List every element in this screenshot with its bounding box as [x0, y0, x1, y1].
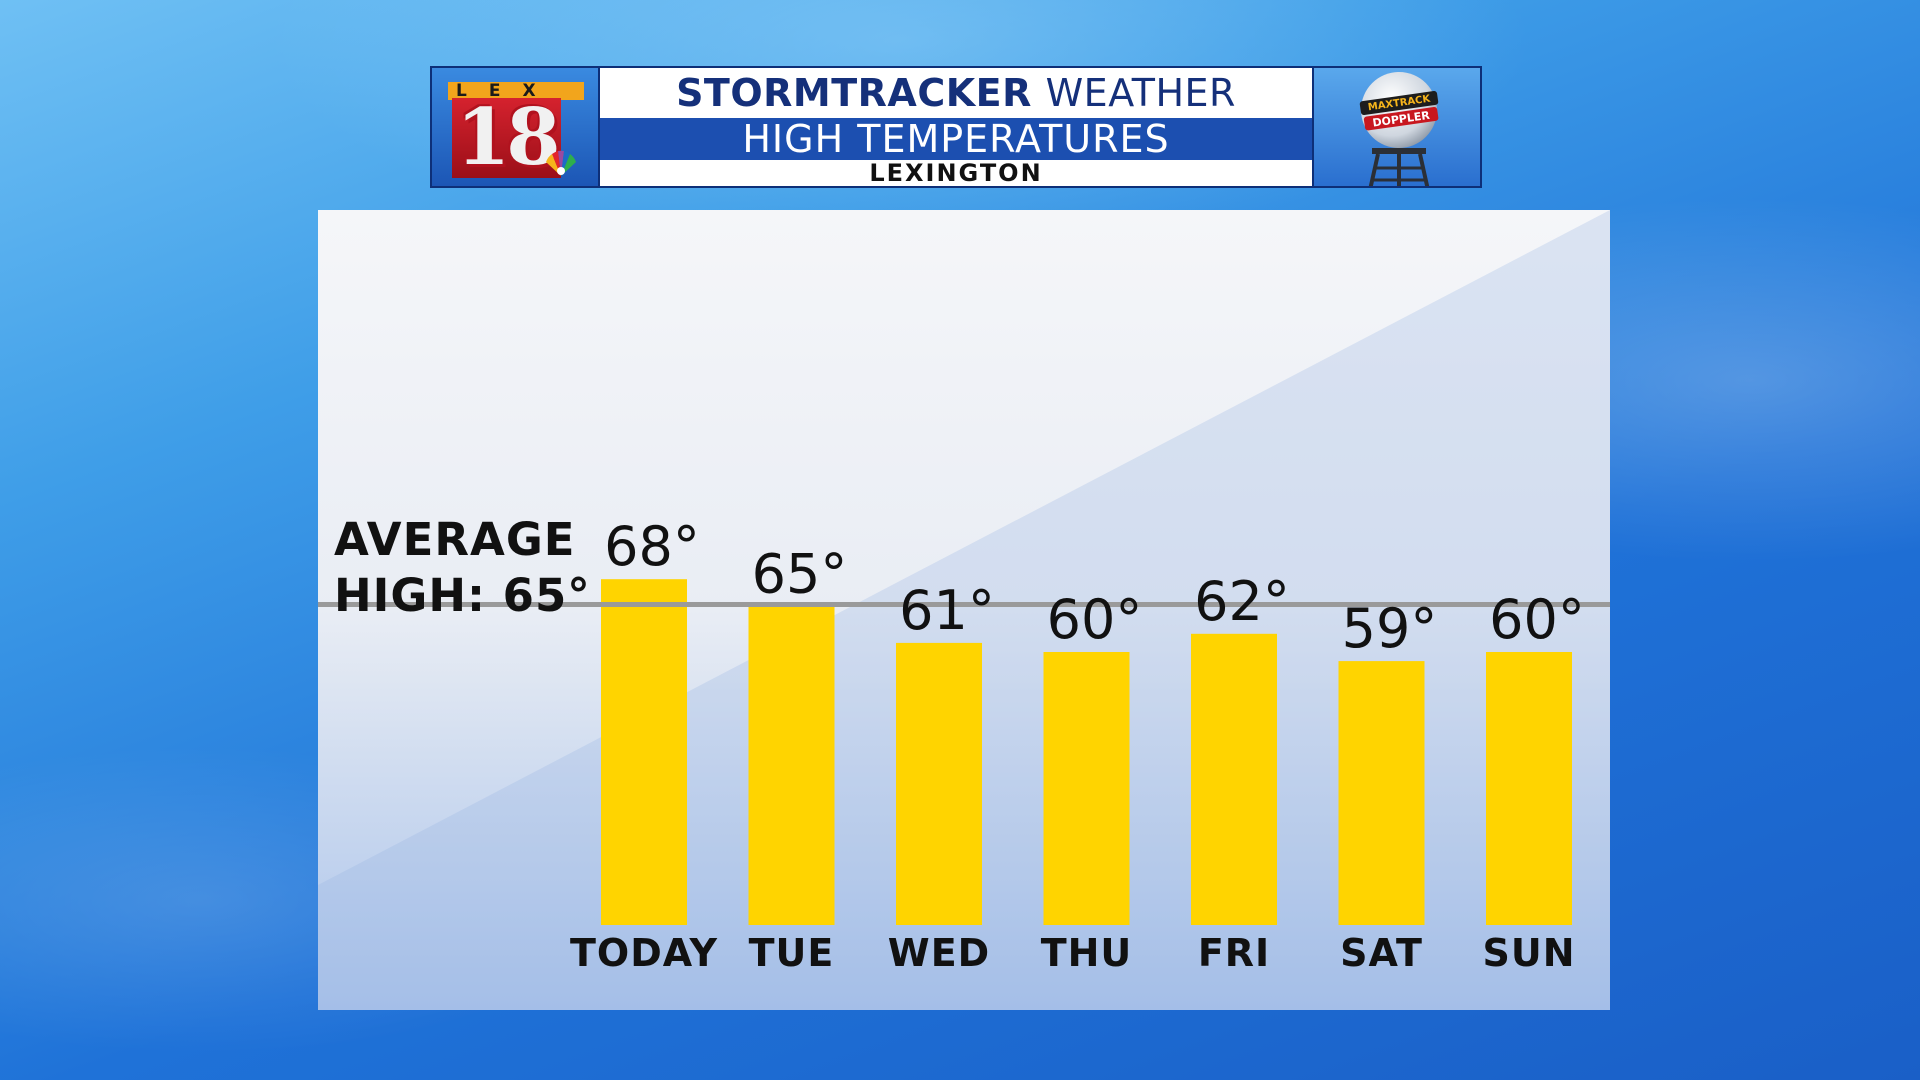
radar-logo: MAXTRACK DOPPLER	[1312, 66, 1482, 188]
chart-subtitle: HIGH TEMPERATURES	[600, 118, 1312, 160]
value-label-sun: 60°	[1489, 588, 1585, 651]
value-label-fri: 62°	[1194, 570, 1290, 633]
title-light: WEATHER	[1045, 71, 1236, 115]
header-banner: LEX 18 STORMTRACKER WEATHER HIGH TEMPERA…	[430, 66, 1482, 188]
average-label-line1: AVERAGE	[334, 513, 576, 566]
category-label-sat: SAT	[1340, 931, 1423, 975]
bar-today	[601, 579, 687, 925]
category-label-fri: FRI	[1198, 931, 1270, 975]
average-high-label: AVERAGE HIGH: 65°	[334, 512, 591, 624]
bar-thu	[1043, 652, 1130, 925]
peacock-icon	[546, 150, 576, 176]
value-label-today: 68°	[604, 515, 700, 578]
bar-sat	[1338, 661, 1425, 925]
value-label-thu: 60°	[1047, 588, 1143, 651]
value-label-sat: 59°	[1342, 597, 1438, 660]
category-label-wed: WED	[888, 931, 990, 975]
category-label-tue: TUE	[749, 931, 835, 975]
title-block: STORMTRACKER WEATHER HIGH TEMPERATURES L…	[600, 66, 1312, 188]
category-label-today: TODAY	[570, 931, 718, 975]
category-label-sun: SUN	[1482, 931, 1575, 975]
radar-tower-icon: MAXTRACK DOPPLER	[1359, 72, 1439, 186]
chart-panel: 68° 65° 61° 60° 62° 59° 60° TODAY TUE WED THU FRI S…	[318, 210, 1610, 1010]
bar-tue	[748, 606, 835, 925]
logo-number: 18	[452, 98, 561, 178]
page-title: STORMTRACKER WEATHER	[600, 70, 1312, 116]
bar-chart: 68° 65° 61° 60° 62° 59° 60° TODAY TUE WED THU FRI S…	[318, 515, 1610, 975]
average-label-line2: HIGH: 65°	[334, 569, 591, 622]
station-logo: LEX 18	[430, 66, 600, 188]
bar-wed	[896, 642, 982, 925]
value-label-tue: 65°	[752, 543, 848, 606]
value-label-wed: 61°	[899, 579, 995, 642]
bar-sun	[1486, 652, 1572, 925]
logo-lex-text: LEX	[448, 82, 584, 100]
bar-fri	[1191, 633, 1277, 925]
title-strong: STORMTRACKER	[676, 71, 1032, 115]
location-label: LEXINGTON	[869, 159, 1043, 187]
category-label-thu: THU	[1041, 931, 1133, 975]
